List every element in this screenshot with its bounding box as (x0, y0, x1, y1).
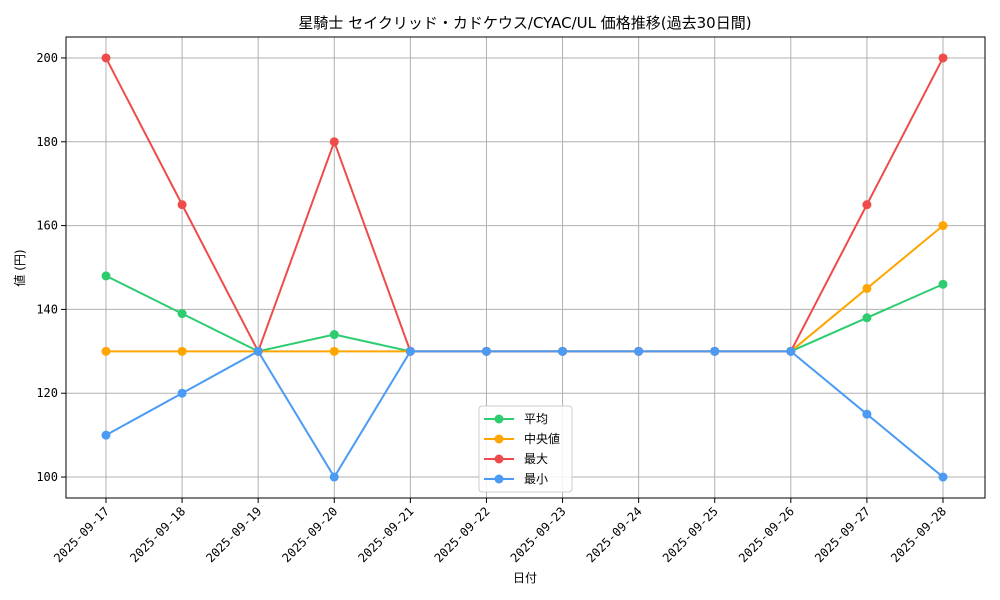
plot-frame (65, 36, 986, 499)
legend-label: 最大 (524, 452, 548, 466)
data-point (253, 346, 263, 356)
x-tick-label: 2025-09-25 (660, 504, 721, 565)
x-tick-label: 2025-09-22 (432, 504, 493, 565)
series-3 (101, 346, 948, 482)
series-2 (101, 53, 948, 356)
legend-marker (494, 454, 504, 464)
data-point (938, 53, 948, 63)
series-0 (101, 271, 948, 356)
legend-label: 中央値 (524, 431, 560, 446)
data-point (177, 200, 187, 210)
data-point (101, 53, 111, 63)
data-point (634, 346, 644, 356)
y-axis-label: 値 (円) (12, 249, 27, 286)
x-tick-label: 2025-09-19 (203, 504, 264, 565)
series-line (105, 274, 944, 353)
legend-box (478, 405, 573, 493)
data-point (101, 346, 111, 356)
data-point (862, 313, 872, 323)
data-point (329, 330, 339, 340)
legend-marker (494, 474, 504, 484)
legend-label: 平均 (524, 412, 548, 426)
series-line (106, 224, 944, 353)
data-point (329, 137, 339, 147)
y-tick-label: 200 (36, 51, 58, 65)
series-line (105, 349, 944, 479)
data-point (558, 346, 568, 356)
data-point (938, 472, 948, 482)
x-tick-label: 2025-09-28 (888, 504, 949, 565)
y-tick-label: 180 (36, 135, 58, 149)
x-tick-label: 2025-09-26 (736, 504, 797, 565)
x-tick-label: 2025-09-18 (127, 504, 188, 565)
data-point (938, 221, 948, 231)
data-point (862, 283, 872, 293)
data-point (101, 271, 111, 281)
y-axis-ticks: 100 120 140 160 180 200 (36, 51, 66, 484)
x-tick-label: 2025-09-21 (355, 504, 416, 565)
data-point (177, 388, 187, 398)
x-tick-label: 2025-09-23 (508, 504, 569, 565)
legend-marker (494, 414, 504, 424)
data-point (481, 346, 491, 356)
data-point (177, 346, 187, 356)
data-point (938, 279, 948, 289)
data-point (862, 409, 872, 419)
data-point (862, 200, 872, 210)
data-point (405, 346, 415, 356)
legend-marker (494, 434, 504, 444)
x-tick-label: 2025-09-20 (279, 504, 340, 565)
chart-title: 星騎士 セイクリッド・カドケウス/CYAC/UL 価格推移(過去30日間) (298, 14, 751, 32)
y-tick-label: 100 (36, 470, 58, 484)
data-point (329, 472, 339, 482)
x-axis-label: 日付 (513, 571, 537, 585)
x-tick-label: 2025-09-27 (812, 504, 873, 565)
series-line (105, 57, 944, 354)
data-point (786, 346, 796, 356)
y-tick-label: 120 (36, 386, 58, 400)
data-point (101, 430, 111, 440)
x-tick-label: 2025-09-24 (584, 504, 645, 565)
series-layer (101, 53, 948, 482)
x-tick-label: 2025-09-17 (51, 504, 112, 565)
y-tick-label: 140 (36, 302, 58, 316)
data-point (329, 346, 339, 356)
x-axis-ticks: 2025-09-17 2025-09-18 2025-09-19 2025-09-20… (51, 498, 949, 565)
data-point (710, 346, 720, 356)
y-tick-label: 160 (36, 219, 58, 233)
data-point (177, 309, 187, 319)
legend-label: 最小 (524, 472, 548, 486)
